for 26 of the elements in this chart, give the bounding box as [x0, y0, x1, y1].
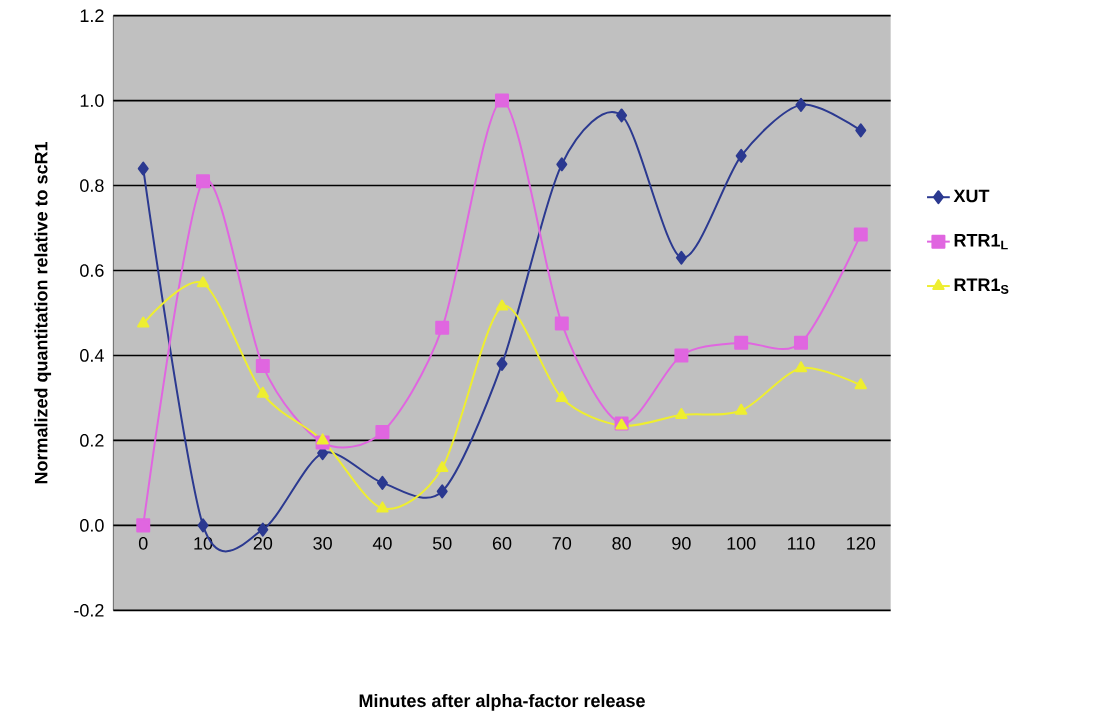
x-tick-label: 110	[788, 537, 815, 550]
x-tick-label: 100	[727, 537, 756, 550]
x-tick-label: 70	[552, 537, 572, 550]
x-tick-label: 120	[847, 537, 876, 550]
y-tick-label: 0.8	[80, 179, 104, 193]
x-axis-title: Minutes after alpha-factor release	[359, 694, 645, 711]
y-tick-label: 0.0	[80, 519, 104, 532]
y-tick-label: 1.2	[80, 9, 104, 23]
y-tick-label: 1.0	[80, 94, 104, 108]
legend-label: XUT	[953, 189, 990, 203]
y-tick-label: 0.4	[80, 349, 104, 362]
x-tick-label: 30	[313, 537, 332, 550]
x-tick-label: 20	[253, 537, 273, 550]
x-tick-label: 80	[612, 537, 631, 550]
x-tick-label: 90	[672, 537, 691, 550]
x-tick-label: 40	[372, 537, 392, 550]
x-tick-label: 60	[492, 537, 512, 550]
x-tick-label: 0	[138, 537, 148, 550]
x-tick-label: 50	[432, 537, 452, 550]
y-tick-label: -0.2	[74, 604, 104, 617]
y-tick-label: 0.6	[80, 264, 104, 278]
legend-label: RTR1$_{L}$	[954, 234, 1008, 250]
x-tick-label: 10	[194, 537, 213, 550]
y-axis-title: Normalized quantitation relative to scR1	[34, 142, 52, 484]
y-tick-label: 0.2	[80, 434, 104, 447]
legend-label: RTR1$_{S}$	[954, 278, 1009, 295]
